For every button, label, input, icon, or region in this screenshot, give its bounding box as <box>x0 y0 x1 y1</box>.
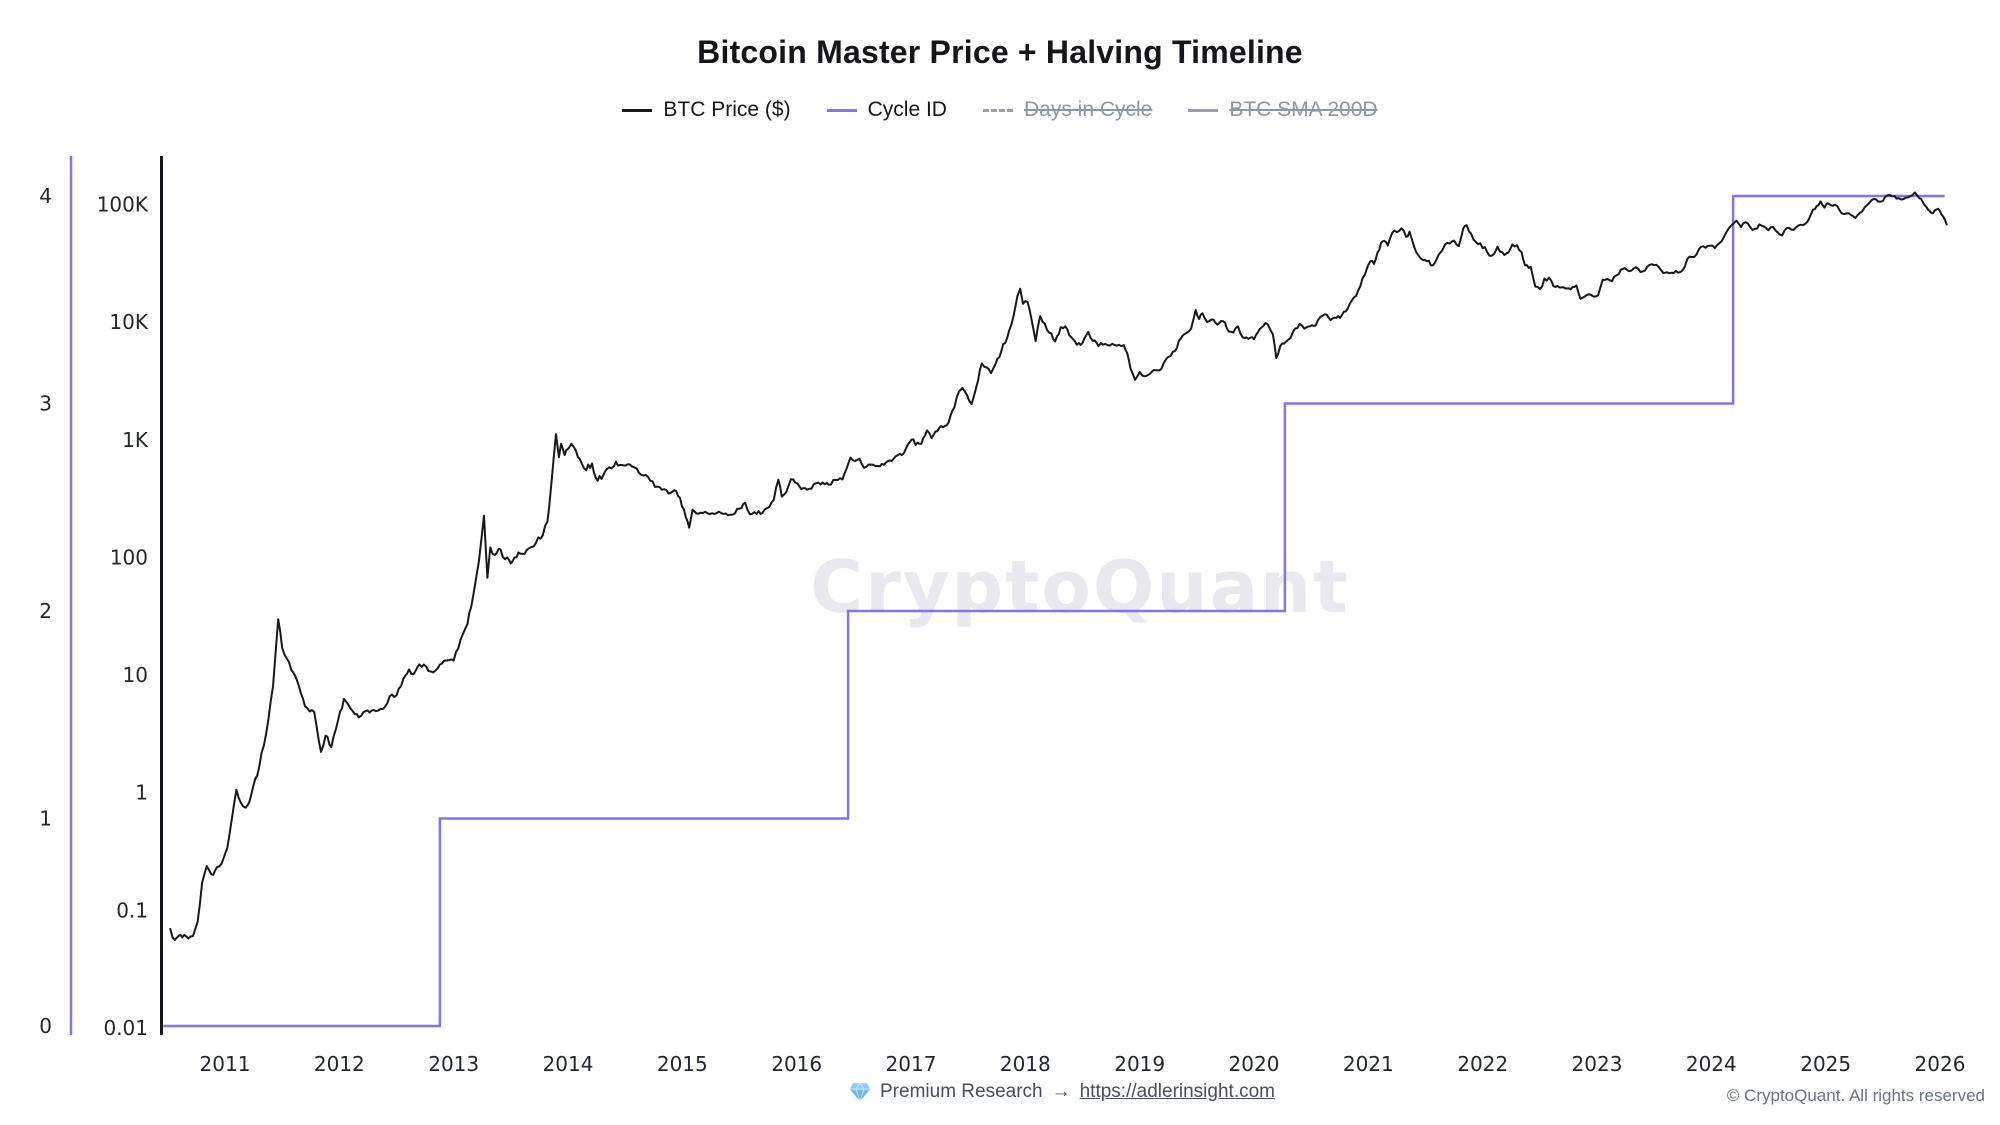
cycle-id-step-line <box>163 194 1945 1028</box>
year-tick-label: 2022 <box>1457 1052 1508 1076</box>
legend-label-btc-sma-200d: BTC SMA 200D <box>1229 98 1378 121</box>
gem-icon <box>849 1082 871 1102</box>
year-tick-label: 2013 <box>428 1052 479 1076</box>
year-tick-label: 2011 <box>200 1052 251 1076</box>
price-tick-label: 100K <box>97 192 149 216</box>
arrow-right-icon: → <box>1051 1081 1071 1102</box>
cycle-id-line-swatch <box>826 108 857 112</box>
cycle-tick-label: 0 <box>39 1014 52 1038</box>
year-tick-label: 2017 <box>886 1052 937 1076</box>
price-tick-label: 0.1 <box>116 898 148 922</box>
year-tick-label: 2012 <box>314 1052 365 1076</box>
price-tick-label: 1 <box>135 781 148 805</box>
price-tick-label: 10K <box>109 310 148 334</box>
cryptoquant-watermark: CryptoQuant <box>810 545 1349 629</box>
legend-item-cycle-id[interactable]: Cycle ID <box>826 98 947 122</box>
cycle-tick-label: 1 <box>39 807 52 831</box>
legend-label-days-in-cycle: Days in Cycle <box>1023 98 1153 121</box>
chart-title: Bitcoin Master Price + Halving Timeline <box>697 34 1303 70</box>
price-tick-label: 0.01 <box>103 1016 148 1040</box>
price-tick-label: 10 <box>123 663 148 687</box>
year-tick-label: 2014 <box>543 1052 594 1076</box>
price-tick-label: 1K <box>122 428 149 452</box>
year-tick-label: 2018 <box>1000 1052 1051 1076</box>
price-axis-ticks: 100K 10K 1K 100 10 1 0.1 0.01 <box>97 192 149 1040</box>
cycle-tick-label: 2 <box>39 599 52 623</box>
year-tick-label: 2016 <box>771 1052 822 1076</box>
legend-item-days-in-cycle[interactable]: Days in Cycle <box>982 98 1153 122</box>
btc-price-line-swatch <box>622 108 653 112</box>
year-tick-label: 2024 <box>1686 1052 1737 1076</box>
cycle-axis-ticks: 4 3 2 1 0 <box>39 184 52 1038</box>
x-axis-year-ticks: 2011 2012 2013 2014 2015 2016 2017 2018 2019 2020… <box>200 1052 1966 1076</box>
year-tick-label: 2025 <box>1800 1052 1851 1076</box>
btc-sma-200d-line-swatch <box>1188 108 1219 112</box>
legend-label-btc-price: BTC Price ($) <box>663 98 791 121</box>
adlerinsight-link[interactable]: https://adlerinsight.com <box>1079 1081 1275 1102</box>
legend: BTC Price ($) Cycle ID Days in Cycle BTC… <box>0 98 2000 122</box>
year-tick-label: 2026 <box>1915 1052 1966 1076</box>
cycle-tick-label: 3 <box>39 392 52 416</box>
copyright-text: © CryptoQuant. All rights reserved <box>1726 1086 1985 1105</box>
btc-price-line <box>169 191 1948 942</box>
year-tick-label: 2023 <box>1572 1052 1623 1076</box>
days-in-cycle-line-swatch <box>982 108 1013 112</box>
premium-research-text: Premium Research <box>880 1081 1043 1102</box>
year-tick-label: 2015 <box>657 1052 708 1076</box>
year-tick-label: 2020 <box>1229 1052 1280 1076</box>
legend-item-btc-sma-200d[interactable]: BTC SMA 200D <box>1188 98 1378 122</box>
premium-research-footer: Premium Research → https://adlerinsight.… <box>849 1081 1275 1103</box>
price-tick-label: 100 <box>110 545 148 569</box>
year-tick-label: 2021 <box>1343 1052 1394 1076</box>
legend-item-btc-price[interactable]: BTC Price ($) <box>622 98 791 122</box>
legend-label-cycle-id: Cycle ID <box>867 98 947 121</box>
year-tick-label: 2019 <box>1114 1052 1165 1076</box>
cycle-tick-label: 4 <box>39 184 52 208</box>
